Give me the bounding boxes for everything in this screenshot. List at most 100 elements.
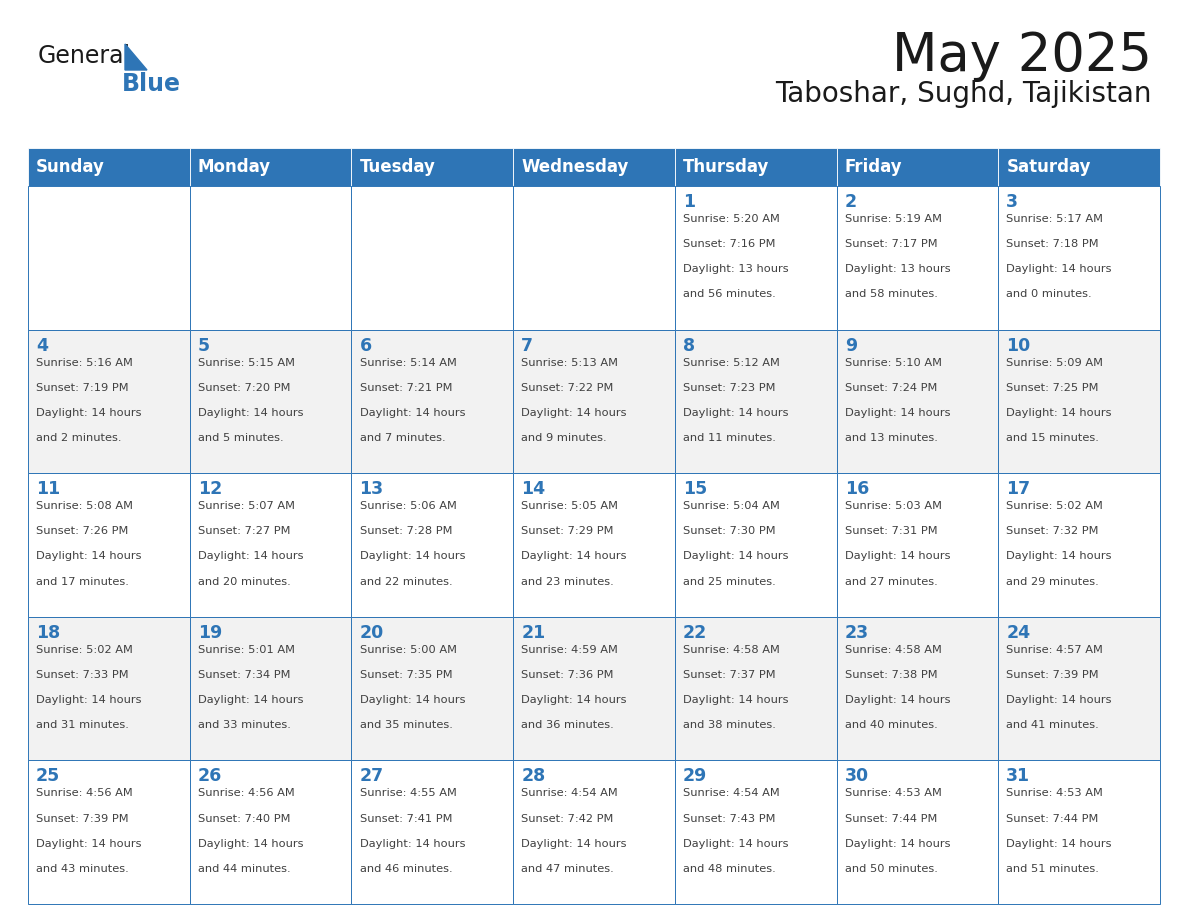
Text: 5: 5 bbox=[197, 337, 210, 354]
Bar bbox=[352, 473, 513, 617]
Bar bbox=[513, 330, 675, 473]
Text: May 2025: May 2025 bbox=[892, 30, 1152, 82]
Text: Sunset: 7:20 PM: Sunset: 7:20 PM bbox=[197, 383, 290, 393]
Text: and 31 minutes.: and 31 minutes. bbox=[36, 721, 129, 730]
Text: Sunrise: 5:10 AM: Sunrise: 5:10 AM bbox=[845, 358, 942, 367]
Text: 17: 17 bbox=[1006, 480, 1030, 498]
Text: and 56 minutes.: and 56 minutes. bbox=[683, 289, 776, 299]
Text: Sunrise: 5:12 AM: Sunrise: 5:12 AM bbox=[683, 358, 779, 367]
Text: Sunrise: 5:07 AM: Sunrise: 5:07 AM bbox=[197, 501, 295, 511]
Text: Sunrise: 4:55 AM: Sunrise: 4:55 AM bbox=[360, 789, 456, 799]
Bar bbox=[675, 330, 836, 473]
Text: 26: 26 bbox=[197, 767, 222, 786]
Text: Daylight: 14 hours: Daylight: 14 hours bbox=[522, 408, 627, 418]
Text: and 47 minutes.: and 47 minutes. bbox=[522, 864, 614, 874]
Bar bbox=[836, 473, 998, 617]
Text: Sunset: 7:34 PM: Sunset: 7:34 PM bbox=[197, 670, 290, 680]
Text: Sunset: 7:24 PM: Sunset: 7:24 PM bbox=[845, 383, 937, 393]
Text: Daylight: 14 hours: Daylight: 14 hours bbox=[36, 408, 141, 418]
Text: 16: 16 bbox=[845, 480, 868, 498]
Text: 12: 12 bbox=[197, 480, 222, 498]
Bar bbox=[29, 760, 190, 904]
Text: Sunset: 7:26 PM: Sunset: 7:26 PM bbox=[36, 526, 128, 536]
Text: Sunset: 7:42 PM: Sunset: 7:42 PM bbox=[522, 813, 614, 823]
Bar bbox=[836, 186, 998, 330]
Bar bbox=[675, 617, 836, 760]
Text: 20: 20 bbox=[360, 624, 384, 642]
Text: Daylight: 14 hours: Daylight: 14 hours bbox=[360, 839, 465, 848]
Bar bbox=[675, 473, 836, 617]
Text: and 40 minutes.: and 40 minutes. bbox=[845, 721, 937, 730]
Text: and 41 minutes.: and 41 minutes. bbox=[1006, 721, 1099, 730]
Text: Daylight: 14 hours: Daylight: 14 hours bbox=[197, 408, 303, 418]
Text: and 38 minutes.: and 38 minutes. bbox=[683, 721, 776, 730]
Text: and 17 minutes.: and 17 minutes. bbox=[36, 577, 129, 587]
Text: Daylight: 14 hours: Daylight: 14 hours bbox=[36, 695, 141, 705]
Text: Monday: Monday bbox=[197, 158, 271, 176]
Bar bbox=[998, 330, 1159, 473]
Text: Daylight: 14 hours: Daylight: 14 hours bbox=[522, 695, 627, 705]
Bar bbox=[352, 760, 513, 904]
Text: Sunset: 7:36 PM: Sunset: 7:36 PM bbox=[522, 670, 614, 680]
Bar bbox=[836, 617, 998, 760]
Text: Friday: Friday bbox=[845, 158, 902, 176]
Text: Sunrise: 4:58 AM: Sunrise: 4:58 AM bbox=[845, 644, 942, 655]
Text: Sunset: 7:40 PM: Sunset: 7:40 PM bbox=[197, 813, 290, 823]
Text: Daylight: 14 hours: Daylight: 14 hours bbox=[197, 839, 303, 848]
Text: and 2 minutes.: and 2 minutes. bbox=[36, 433, 121, 443]
Bar bbox=[513, 617, 675, 760]
Bar bbox=[836, 148, 998, 186]
Text: Sunset: 7:41 PM: Sunset: 7:41 PM bbox=[360, 813, 451, 823]
Text: Daylight: 14 hours: Daylight: 14 hours bbox=[522, 839, 627, 848]
Text: and 15 minutes.: and 15 minutes. bbox=[1006, 433, 1099, 443]
Text: 13: 13 bbox=[360, 480, 384, 498]
Bar bbox=[29, 617, 190, 760]
Text: and 23 minutes.: and 23 minutes. bbox=[522, 577, 614, 587]
Text: Sunset: 7:38 PM: Sunset: 7:38 PM bbox=[845, 670, 937, 680]
Bar bbox=[513, 473, 675, 617]
Text: Sunrise: 4:53 AM: Sunrise: 4:53 AM bbox=[1006, 789, 1104, 799]
Text: Daylight: 14 hours: Daylight: 14 hours bbox=[683, 552, 789, 562]
Text: and 13 minutes.: and 13 minutes. bbox=[845, 433, 937, 443]
Text: Sunrise: 4:56 AM: Sunrise: 4:56 AM bbox=[36, 789, 133, 799]
Text: 3: 3 bbox=[1006, 193, 1018, 211]
Bar bbox=[29, 148, 190, 186]
Text: Sunset: 7:18 PM: Sunset: 7:18 PM bbox=[1006, 239, 1099, 249]
Text: Sunset: 7:22 PM: Sunset: 7:22 PM bbox=[522, 383, 614, 393]
Text: Daylight: 14 hours: Daylight: 14 hours bbox=[197, 552, 303, 562]
Text: Wednesday: Wednesday bbox=[522, 158, 628, 176]
Text: and 5 minutes.: and 5 minutes. bbox=[197, 433, 284, 443]
Text: Sunset: 7:31 PM: Sunset: 7:31 PM bbox=[845, 526, 937, 536]
Bar bbox=[998, 760, 1159, 904]
Text: Blue: Blue bbox=[122, 72, 181, 96]
Text: Saturday: Saturday bbox=[1006, 158, 1091, 176]
Bar bbox=[836, 330, 998, 473]
Text: Daylight: 13 hours: Daylight: 13 hours bbox=[683, 264, 789, 274]
Text: 27: 27 bbox=[360, 767, 384, 786]
Text: Sunrise: 4:56 AM: Sunrise: 4:56 AM bbox=[197, 789, 295, 799]
Text: Sunrise: 5:08 AM: Sunrise: 5:08 AM bbox=[36, 501, 133, 511]
Text: 10: 10 bbox=[1006, 337, 1031, 354]
Bar bbox=[29, 473, 190, 617]
Text: Sunrise: 5:13 AM: Sunrise: 5:13 AM bbox=[522, 358, 618, 367]
Text: and 46 minutes.: and 46 minutes. bbox=[360, 864, 453, 874]
Text: Sunset: 7:29 PM: Sunset: 7:29 PM bbox=[522, 526, 614, 536]
Bar bbox=[513, 186, 675, 330]
Text: Sunrise: 5:15 AM: Sunrise: 5:15 AM bbox=[197, 358, 295, 367]
Text: Sunrise: 5:17 AM: Sunrise: 5:17 AM bbox=[1006, 214, 1104, 224]
Text: 30: 30 bbox=[845, 767, 868, 786]
Text: Taboshar, Sughd, Tajikistan: Taboshar, Sughd, Tajikistan bbox=[776, 80, 1152, 108]
Bar bbox=[29, 330, 190, 473]
Bar bbox=[190, 473, 352, 617]
Text: 28: 28 bbox=[522, 767, 545, 786]
Text: Daylight: 14 hours: Daylight: 14 hours bbox=[1006, 552, 1112, 562]
Bar bbox=[29, 186, 190, 330]
Text: 21: 21 bbox=[522, 624, 545, 642]
Text: 25: 25 bbox=[36, 767, 61, 786]
Bar bbox=[190, 148, 352, 186]
Text: Daylight: 14 hours: Daylight: 14 hours bbox=[360, 695, 465, 705]
Text: Daylight: 14 hours: Daylight: 14 hours bbox=[1006, 839, 1112, 848]
Text: Sunrise: 5:20 AM: Sunrise: 5:20 AM bbox=[683, 214, 779, 224]
Text: and 25 minutes.: and 25 minutes. bbox=[683, 577, 776, 587]
Text: Sunset: 7:25 PM: Sunset: 7:25 PM bbox=[1006, 383, 1099, 393]
